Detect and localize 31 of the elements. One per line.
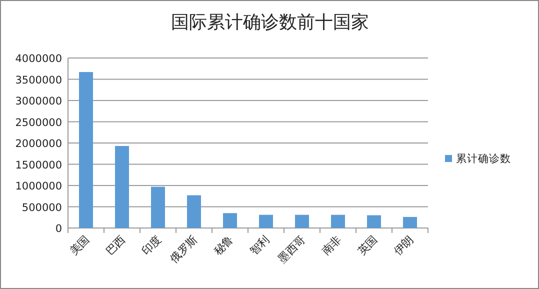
bar: [259, 214, 273, 228]
y-tick-label: 0: [55, 223, 62, 235]
y-tick-label: 1000000: [15, 180, 62, 192]
x-tick-label: 巴西: [103, 232, 128, 258]
x-tick-label: 智利: [247, 232, 272, 258]
x-tick-label: 南非: [319, 232, 344, 258]
bar: [151, 186, 165, 228]
y-tick-label: 3000000: [15, 96, 62, 108]
y-tick-label: 2500000: [15, 116, 62, 129]
y-tick-label: 3500000: [15, 74, 62, 86]
x-tick-label: 印度: [139, 232, 164, 258]
bar: [223, 213, 237, 228]
x-tick-label: 墨西哥: [276, 232, 308, 266]
bar: [295, 214, 309, 228]
bar: [403, 216, 417, 228]
y-tick-label: 1500000: [15, 159, 62, 172]
x-tick-label: 伊朗: [391, 232, 416, 258]
bar: [331, 214, 345, 228]
x-tick-label: 美国: [67, 232, 92, 258]
chart-title: 国际累计确诊数前十国家: [171, 12, 369, 33]
x-tick-label: 秘鲁: [211, 232, 236, 258]
y-tick-label: 500000: [22, 202, 62, 214]
legend-label: 累计确诊数: [456, 152, 511, 165]
bar: [79, 72, 93, 228]
y-tick-label: 2000000: [15, 138, 62, 150]
y-tick-label: 4000000: [15, 53, 62, 65]
x-tick-label: 俄罗斯: [168, 232, 200, 266]
bar: [187, 195, 201, 228]
bar: [367, 215, 381, 228]
x-tick-label: 英国: [355, 232, 380, 258]
bar: [115, 146, 129, 228]
